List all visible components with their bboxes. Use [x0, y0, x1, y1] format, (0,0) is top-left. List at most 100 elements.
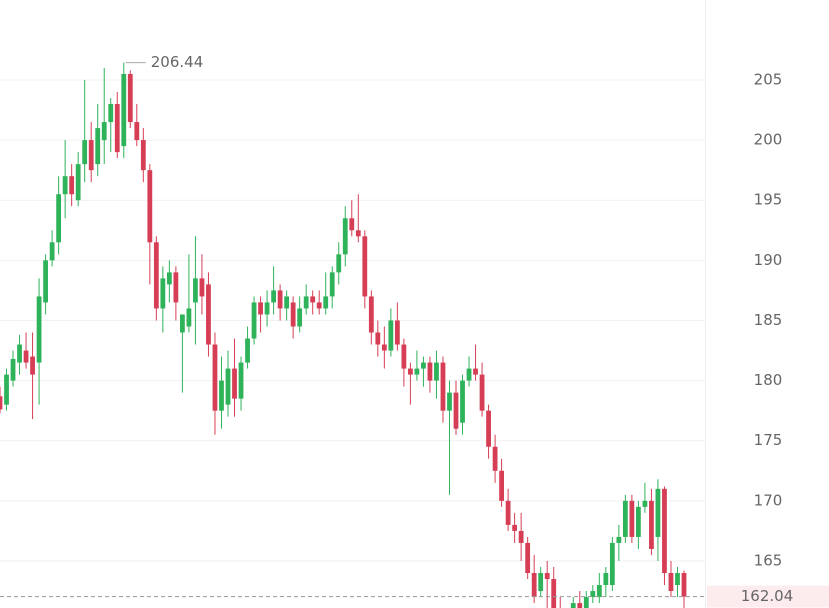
- candle-body: [180, 314, 185, 333]
- candle-body: [4, 374, 9, 405]
- candle-body: [30, 356, 35, 375]
- candle-body: [238, 362, 244, 399]
- candle-body: [95, 128, 101, 165]
- candle-body: [329, 272, 335, 297]
- candle-body: [232, 368, 237, 399]
- y-tick-label: 205: [754, 70, 783, 88]
- candle-body: [525, 542, 531, 574]
- candle-body: [342, 218, 348, 255]
- candle-body: [486, 410, 491, 447]
- y-tick-label: 200: [754, 131, 783, 149]
- candle-body: [225, 368, 231, 405]
- candle-body: [310, 296, 316, 303]
- candle-body: [88, 140, 94, 171]
- candle-body: [186, 308, 192, 327]
- candle-body: [277, 290, 283, 309]
- candle-body: [199, 278, 205, 297]
- candle-body: [69, 176, 75, 195]
- y-tick-label: 195: [754, 191, 783, 209]
- candle-body: [140, 140, 146, 171]
- y-tick-label: 185: [754, 311, 783, 329]
- candle-body: [206, 284, 211, 345]
- candle-body: [62, 176, 68, 195]
- candle-body: [583, 597, 589, 608]
- candle-body: [531, 573, 537, 598]
- candle-body: [56, 194, 62, 243]
- candle-body: [108, 104, 114, 123]
- candle-body: [518, 530, 524, 543]
- candle-body: [10, 358, 16, 381]
- candle-body: [362, 236, 368, 297]
- candle-body: [134, 122, 140, 141]
- candle-body: [43, 260, 48, 303]
- last-price-tag: [707, 585, 829, 608]
- candle-body: [147, 170, 153, 243]
- candle-body: [668, 573, 674, 592]
- candle-body: [609, 542, 615, 586]
- candle-body: [251, 302, 257, 339]
- candle-body: [460, 380, 465, 423]
- last-price-label: 162.04: [741, 587, 794, 605]
- candle-body: [316, 302, 322, 309]
- candle-body: [264, 302, 270, 315]
- candle-body: [473, 368, 478, 375]
- candle-body: [381, 344, 387, 351]
- candle-body: [681, 573, 687, 597]
- candle-body: [355, 230, 361, 237]
- candle-body: [675, 573, 680, 586]
- candle-body: [551, 579, 557, 608]
- candle-body: [166, 272, 172, 285]
- candle-body: [271, 290, 276, 303]
- candle-body: [368, 296, 374, 333]
- candle-body: [290, 302, 296, 327]
- candle-body: [258, 302, 263, 315]
- candle-body: [160, 278, 166, 309]
- candle-body: [17, 344, 22, 363]
- candle-body: [655, 488, 661, 537]
- candle-body: [284, 296, 290, 309]
- candle-body: [394, 320, 400, 345]
- candle-body: [121, 73, 127, 147]
- candle-body: [336, 254, 342, 273]
- candle-body: [114, 104, 120, 153]
- candle-body: [466, 368, 472, 381]
- candle-body: [603, 573, 609, 586]
- candle-body: [408, 368, 413, 375]
- candle-body: [421, 362, 426, 369]
- candle-body: [212, 344, 218, 411]
- candle-body: [636, 506, 641, 537]
- candle-body: [219, 380, 224, 411]
- y-tick-label: 175: [754, 431, 783, 449]
- candle-body: [297, 308, 303, 327]
- candle-body: [75, 164, 81, 201]
- candle-body: [101, 122, 107, 141]
- candle-body: [245, 338, 250, 363]
- candle-body: [323, 296, 329, 309]
- candle-body: [453, 392, 459, 429]
- candle-body: [193, 278, 198, 303]
- candle-body: [492, 446, 498, 471]
- candle-body: [427, 362, 433, 381]
- candle-body: [434, 362, 439, 381]
- candle-body: [544, 573, 550, 580]
- candle-body: [590, 591, 596, 598]
- candle-body: [616, 536, 622, 543]
- candle-body: [375, 332, 381, 345]
- y-tick-label: 170: [754, 491, 783, 509]
- candle-body: [401, 344, 407, 369]
- candle-body: [642, 500, 648, 507]
- candle-body: [0, 396, 3, 410]
- candle-body: [447, 392, 452, 411]
- candle-body: [512, 524, 518, 531]
- candle-body: [649, 500, 654, 549]
- y-tick-label: 180: [754, 371, 783, 389]
- candle-body: [36, 296, 42, 363]
- candle-body: [538, 573, 544, 592]
- candle-body: [23, 350, 29, 363]
- candle-body: [629, 500, 635, 537]
- candle-body: [577, 603, 583, 608]
- candle-body: [622, 500, 628, 537]
- candle-body: [349, 218, 355, 231]
